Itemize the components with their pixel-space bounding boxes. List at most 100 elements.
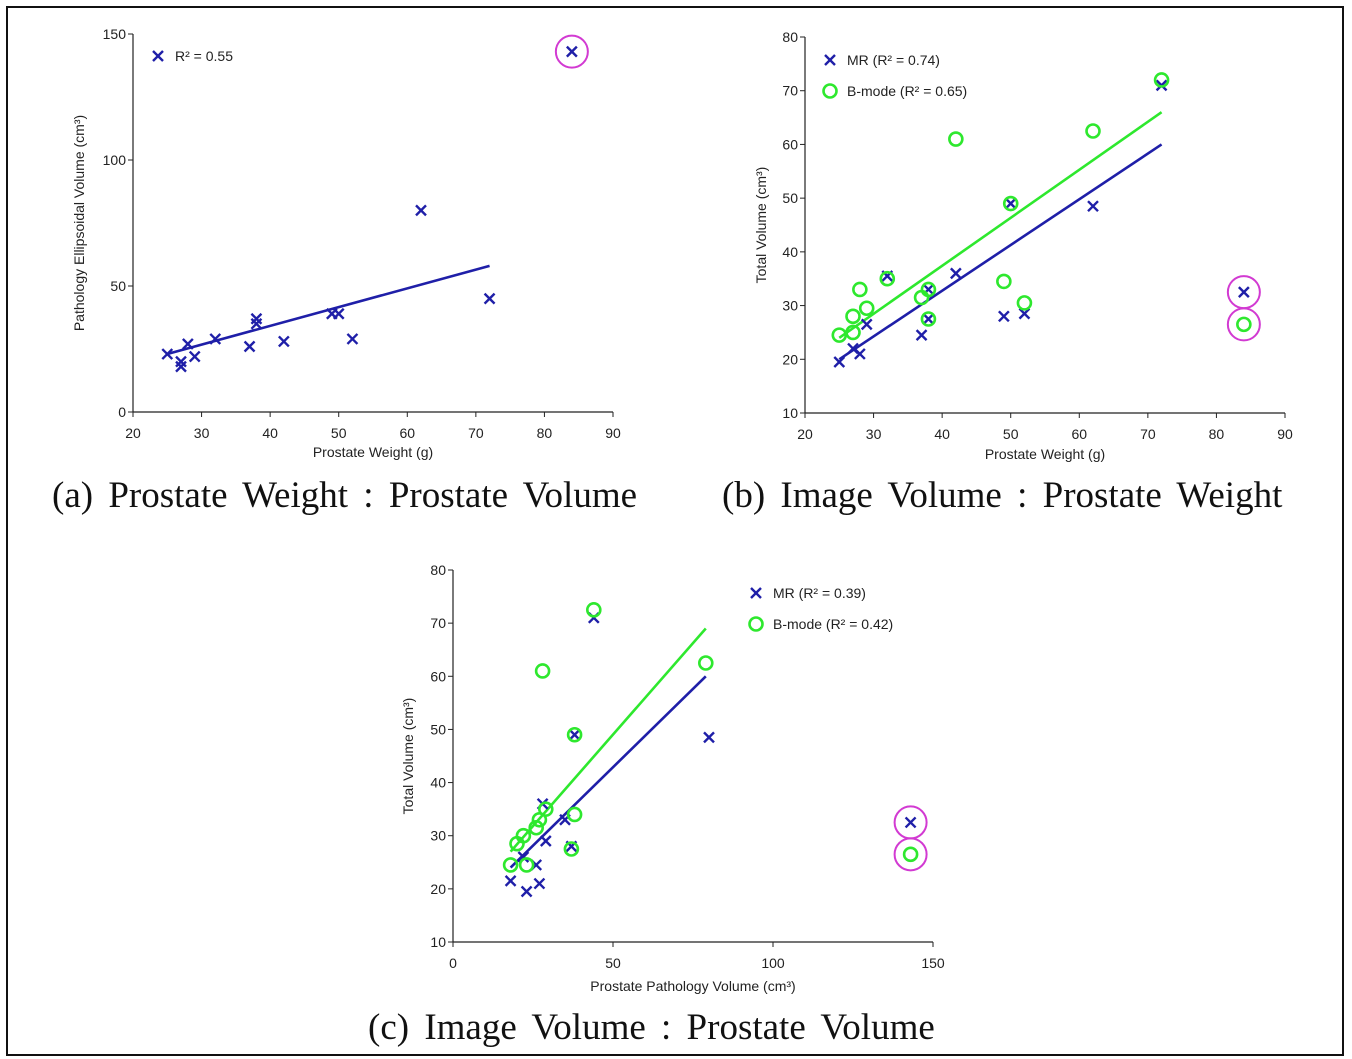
legend-marker-x (750, 587, 762, 599)
figure-frame (6, 6, 1344, 1056)
x-axis-label: Prostate Weight (g) (313, 444, 433, 460)
x-tick-label: 20 (797, 426, 813, 442)
x-tick-label: 90 (1277, 426, 1293, 442)
legend-marker-x (152, 50, 164, 62)
x-tick-label: 50 (605, 955, 621, 971)
point-o (920, 281, 937, 298)
point-o (515, 827, 532, 844)
point-o (518, 857, 535, 873)
point-x (209, 333, 222, 345)
point-x (161, 348, 174, 360)
y-tick-label: 60 (782, 136, 798, 152)
point-o (858, 300, 875, 317)
x-tick-label: 30 (194, 425, 210, 441)
y-tick-label: 10 (430, 934, 446, 950)
point-o (534, 663, 551, 679)
point-x (539, 835, 552, 847)
point-x (504, 875, 517, 887)
chart-b: 20 30 40 50 60 70 80 90 10 20 30 40 50 60 70 80 Prostate… (753, 29, 1293, 462)
point-o (1016, 295, 1033, 311)
point-x (922, 313, 935, 325)
point-o (585, 602, 602, 618)
y-axis-label: Pathology Ellipsoidal Volume (cm³) (71, 115, 87, 331)
legend-marker-x (824, 54, 836, 66)
point-o (566, 726, 583, 743)
x-tick-label: 80 (1209, 426, 1225, 442)
point-o (537, 801, 554, 817)
caption-c: (c) Image Volume : Prostate Volume (368, 1007, 935, 1048)
series-bmode (831, 72, 1252, 343)
y-tick-label: 100 (103, 152, 127, 168)
y-tick-label: 50 (110, 278, 126, 294)
point-x (533, 877, 546, 890)
point-o (879, 270, 896, 287)
y-tick-label: 40 (782, 244, 798, 260)
point-x (950, 267, 962, 280)
x-tick-label: 40 (934, 426, 950, 442)
point-x (1238, 286, 1250, 298)
point-x (1087, 200, 1099, 213)
fit-line-bmode (509, 627, 707, 853)
point-o (902, 846, 919, 863)
legend-marker-o (748, 616, 764, 632)
x-tick-label: 60 (399, 425, 415, 441)
point-x (332, 307, 345, 320)
legend-entry: R² = 0.55 (175, 48, 233, 64)
legend-entry: B-mode (R² = 0.65) (847, 83, 967, 99)
y-tick-label: 20 (782, 351, 798, 367)
y-tick-label: 0 (118, 404, 126, 420)
point-x (860, 318, 873, 331)
point-x (904, 816, 917, 829)
chart-c: 0 50 100 150 10 20 30 40 50 60 70 80 Prostate Pathol… (400, 562, 945, 994)
point-x (278, 335, 290, 348)
y-tick-label: 70 (782, 83, 798, 99)
series-bmode (502, 602, 919, 873)
point-x (243, 340, 256, 353)
point-o (920, 311, 937, 327)
outlier-circle (554, 34, 589, 69)
legend-entry: MR (R² = 0.39) (773, 585, 866, 601)
outlier-circle (1226, 307, 1261, 342)
point-o (1085, 123, 1101, 139)
point-o (852, 281, 868, 298)
y-tick-label: 60 (430, 668, 446, 684)
point-o (948, 131, 964, 147)
fit-line-bmode (838, 111, 1163, 339)
point-x (566, 45, 578, 58)
y-tick-label: 70 (430, 615, 446, 631)
point-o (845, 308, 861, 325)
y-tick-label: 30 (782, 298, 798, 314)
caption-a: (a) Prostate Weight : Prostate Volume (52, 475, 638, 516)
point-x (415, 204, 427, 217)
legend-marker-o (822, 83, 838, 99)
point-o (502, 857, 519, 873)
x-tick-label: 40 (262, 425, 278, 441)
x-tick-label: 60 (1071, 426, 1087, 442)
x-tick-label: 50 (1003, 426, 1019, 442)
chart-a: 20 30 40 50 60 70 80 90 0 50 100 150 Prostate Weight… (71, 26, 621, 460)
y-tick-label: 40 (430, 775, 446, 791)
point-o (1002, 195, 1019, 212)
caption-b: (b) Image Volume : Prostate Weight (722, 475, 1283, 516)
point-x (854, 348, 866, 360)
legend-entry: B-mode (R² = 0.42) (773, 616, 893, 632)
point-x (517, 851, 530, 863)
y-tick-label: 150 (103, 26, 127, 42)
point-o (697, 655, 714, 671)
series-mr (833, 79, 1250, 368)
point-x (182, 338, 194, 350)
point-x (250, 317, 263, 330)
fit-line-mr (838, 143, 1163, 361)
legend-entry: MR (R² = 0.74) (847, 52, 940, 68)
point-o (996, 273, 1012, 290)
y-tick-label: 30 (430, 828, 446, 844)
x-axis-label: Prostate Pathology Volume (cm³) (590, 978, 795, 994)
x-tick-label: 150 (921, 955, 945, 971)
point-o (1153, 72, 1170, 88)
x-tick-label: 70 (1140, 426, 1156, 442)
series-mr (161, 45, 578, 373)
y-tick-label: 10 (782, 405, 798, 421)
x-tick-label: 30 (866, 426, 882, 442)
point-o (845, 324, 861, 341)
